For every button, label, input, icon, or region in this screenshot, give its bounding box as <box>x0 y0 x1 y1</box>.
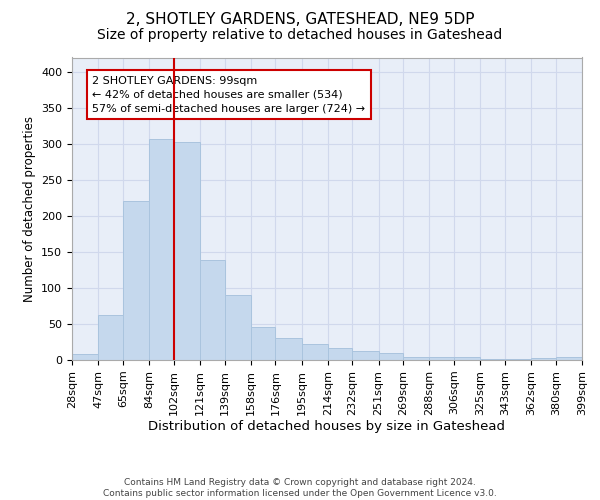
Bar <box>174 142 200 360</box>
Text: 2 SHOTLEY GARDENS: 99sqm
← 42% of detached houses are smaller (534)
57% of semi-: 2 SHOTLEY GARDENS: 99sqm ← 42% of detach… <box>92 76 365 114</box>
Text: 2, SHOTLEY GARDENS, GATESHEAD, NE9 5DP: 2, SHOTLEY GARDENS, GATESHEAD, NE9 5DP <box>126 12 474 28</box>
Bar <box>251 327 275 360</box>
X-axis label: Distribution of detached houses by size in Gateshead: Distribution of detached houses by size … <box>149 420 505 434</box>
Bar <box>556 357 582 360</box>
Bar <box>480 358 505 360</box>
Bar <box>72 354 98 360</box>
Bar <box>275 338 302 360</box>
Bar <box>403 357 430 360</box>
Bar <box>352 350 379 360</box>
Bar <box>302 344 328 360</box>
Bar <box>430 357 454 360</box>
Bar <box>379 353 403 360</box>
Bar <box>531 358 556 360</box>
Bar <box>454 357 480 360</box>
Bar <box>123 201 149 360</box>
Y-axis label: Number of detached properties: Number of detached properties <box>23 116 35 302</box>
Bar <box>98 314 123 360</box>
Bar <box>328 348 352 360</box>
Text: Contains HM Land Registry data © Crown copyright and database right 2024.
Contai: Contains HM Land Registry data © Crown c… <box>103 478 497 498</box>
Bar <box>200 260 224 360</box>
Text: Size of property relative to detached houses in Gateshead: Size of property relative to detached ho… <box>97 28 503 42</box>
Bar <box>149 139 174 360</box>
Bar <box>505 358 531 360</box>
Bar <box>224 295 251 360</box>
